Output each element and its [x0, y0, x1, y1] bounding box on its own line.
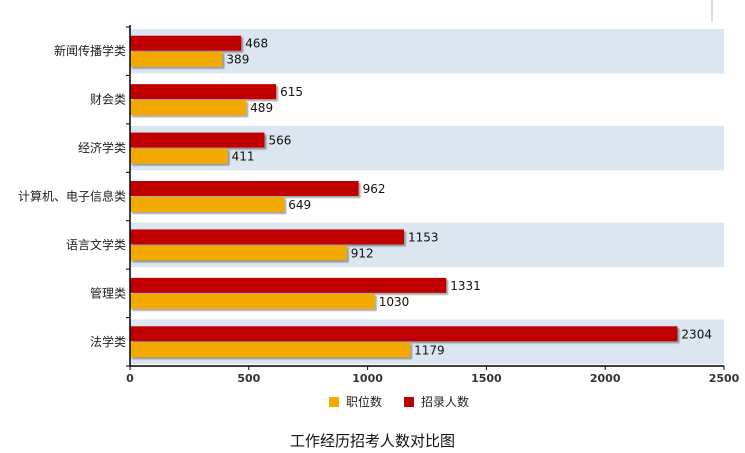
data-label: 2304: [681, 327, 712, 341]
data-label: 566: [268, 134, 291, 148]
legend: 职位数 招录人数: [329, 394, 469, 409]
legend-label: 招录人数: [421, 394, 469, 409]
data-label: 1331: [450, 279, 481, 293]
data-label: 489: [250, 101, 273, 115]
data-label: 962: [363, 182, 386, 196]
category-label: 财会类: [90, 93, 126, 107]
category-band: [130, 319, 724, 365]
data-label: 912: [351, 246, 374, 260]
value-labels: 468 389 615 489 566 411 962 649 1153 912 1331 1030 2…: [226, 37, 712, 358]
bar-recruit: [130, 132, 265, 148]
category-bands: [130, 28, 724, 365]
legend-swatch: [404, 397, 414, 407]
data-label: 615: [280, 85, 303, 99]
bar-positions: [130, 100, 247, 116]
category-label: 经济学类: [78, 140, 126, 155]
bar-recruit: [130, 84, 277, 100]
bar-recruit: [130, 181, 359, 196]
x-tick-label: 2500: [709, 372, 740, 385]
bar-recruit: [130, 35, 242, 51]
bar-positions: [130, 342, 411, 358]
bar-recruit: [130, 277, 447, 293]
data-label: 1179: [414, 343, 445, 357]
bar-positions: [130, 293, 375, 309]
x-tick-label: 1000: [352, 372, 383, 385]
bar-positions: [130, 148, 228, 164]
category-band: [130, 222, 724, 268]
category-band: [130, 125, 724, 171]
legend-label: 职位数: [346, 394, 382, 409]
category-label: 管理类: [90, 285, 126, 300]
bar-positions: [130, 197, 285, 212]
category-label: 法学类: [90, 334, 126, 349]
legend-swatch: [329, 397, 339, 407]
bar-positions: [130, 245, 347, 261]
x-tick-label: 0: [126, 372, 134, 385]
data-label: 411: [232, 150, 255, 164]
chart-caption: 工作经历招考人数对比图: [289, 432, 455, 450]
data-label: 1153: [408, 230, 439, 244]
category-label: 语言文学类: [66, 237, 126, 252]
data-label: 468: [245, 37, 268, 51]
axes: [126, 0, 725, 370]
x-tick-labels: 0 500 1000 1500 2000 2500: [126, 372, 739, 385]
bars: [130, 35, 678, 358]
category-band: [130, 28, 724, 74]
x-tick-label: 500: [237, 372, 260, 385]
x-tick-label: 2000: [590, 372, 621, 385]
category-label: 新闻传播学类: [54, 43, 126, 58]
data-label: 649: [288, 198, 311, 212]
x-tick-label: 1500: [471, 372, 502, 385]
bar-recruit: [130, 229, 404, 245]
data-label: 1030: [379, 295, 410, 309]
category-label: 计算机、电子信息类: [18, 189, 126, 204]
data-label: 389: [226, 53, 249, 67]
bar-recruit: [130, 326, 678, 342]
bar-positions: [130, 51, 223, 67]
